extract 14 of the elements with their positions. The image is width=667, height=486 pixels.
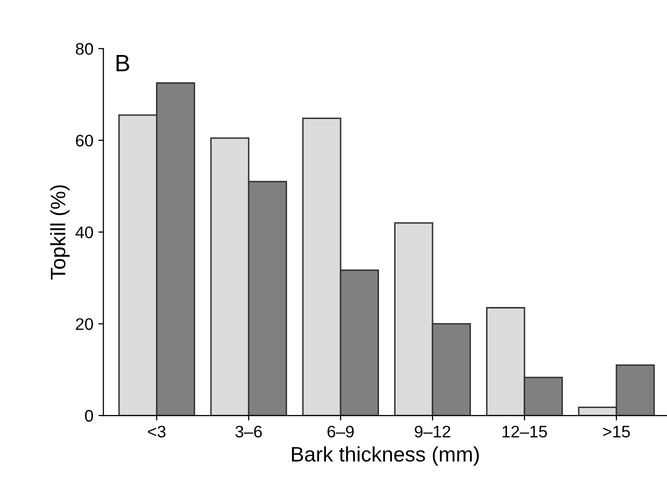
x-tick-label: <3 <box>148 426 166 438</box>
x-axis-title: Bark thickness (mm) <box>292 446 479 466</box>
annotation: B <box>116 54 130 72</box>
y-tick-label: 0 <box>85 410 94 422</box>
y-tick-label: 60 <box>76 134 94 147</box>
y-tick-label: 40 <box>76 226 94 238</box>
x-tick-label: >15 <box>603 426 630 438</box>
y-tick-label: 80 <box>76 43 94 55</box>
x-tick-label: 12–15 <box>502 426 547 438</box>
y-tick-label: 20 <box>76 318 94 330</box>
x-tick-label: 3–6 <box>235 426 262 438</box>
x-tick-label: 9–12 <box>414 426 450 438</box>
x-tick-label: 6–9 <box>328 426 354 438</box>
y-axis-title: Topkill (%) <box>50 185 70 280</box>
